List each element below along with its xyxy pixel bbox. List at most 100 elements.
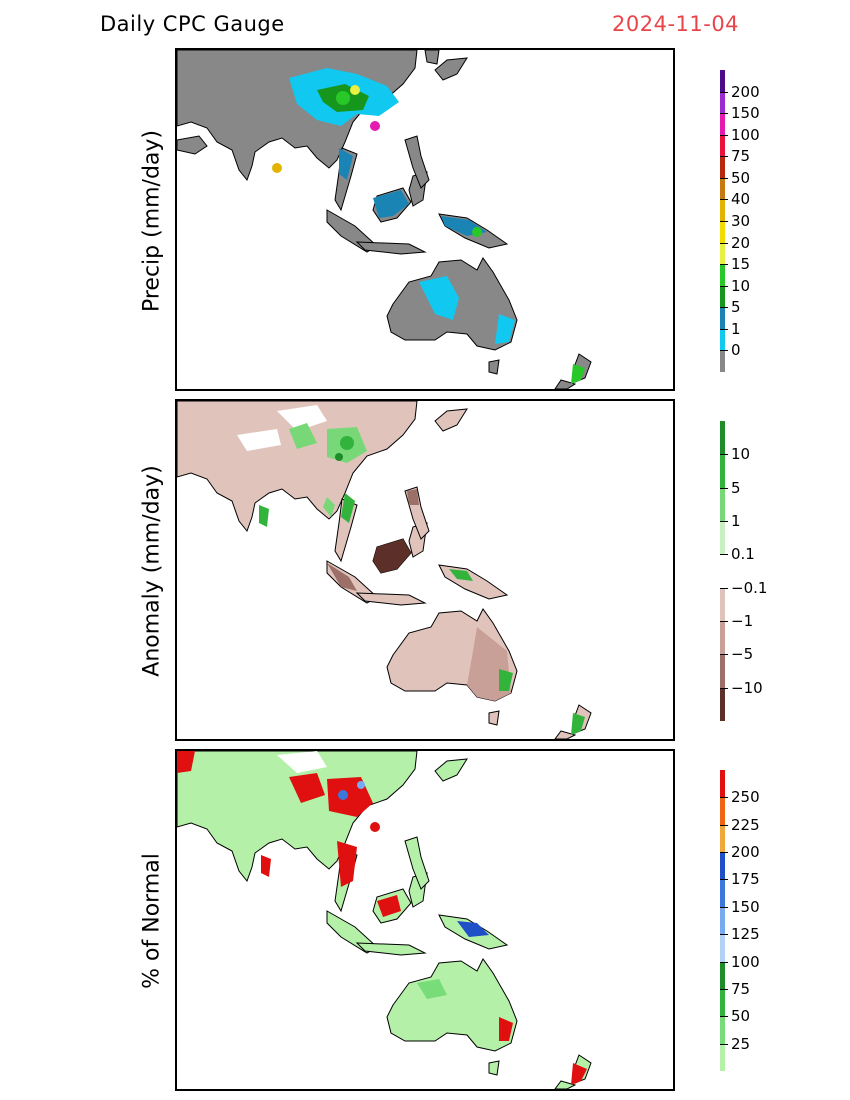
colorbar-segment [720,328,725,351]
colorbar-segment [720,521,725,555]
japan-korea [434,758,468,782]
colorbar-segment [720,242,725,265]
percent-features [177,751,587,1085]
colorbar-segment [720,134,725,157]
colorbar-segment [720,113,725,136]
colorbar-segment [720,934,725,963]
colorbar-segment [720,906,725,935]
colorbar-segment [720,177,725,200]
colorbar-tick-label: 25 [731,1034,751,1053]
colorbar-tick-label: −1 [731,612,754,630]
colorbar-tick-label: −10 [731,678,763,697]
colorbar-tick [720,113,728,115]
japan-korea [434,408,468,432]
colorbar-segment [720,587,725,622]
colorbar-tick-label: 10 [731,276,751,295]
colorbar-tick [720,521,728,522]
colorbar-tick-label: 30 [731,212,751,230]
colorbar-segment [720,797,725,826]
colorbar-segment [720,687,725,722]
colorbar-segment [720,554,725,589]
anomaly-colorbar [720,421,725,722]
asia-landmass [177,751,418,913]
colorbar-tick [720,264,728,266]
colorbar-segment [720,487,725,522]
anomaly-map [175,399,675,741]
colorbar-segment [720,1043,725,1072]
colorbar-tick-label: 75 [731,147,751,166]
colorbar-tick-label: 5 [731,298,741,317]
anomaly-features [237,405,585,735]
colorbar-segment [720,1016,725,1045]
colorbar-tick [720,91,728,93]
precip-features [272,68,585,384]
colorbar-tick-label: 0 [731,341,741,360]
colorbar-segment [720,824,725,853]
colorbar-tick-label: 1 [731,319,741,338]
colorbar-tick [720,350,728,352]
colorbar-tick [720,328,728,330]
percent-colorbar [720,770,725,1072]
precip-map [175,48,675,391]
colorbar-segment [720,621,725,655]
colorbar-tick [720,454,728,456]
colorbar-segment [720,156,725,179]
percent-ylabel: % of Normal [139,853,165,989]
colorbar-tick-label: 150 [731,104,760,123]
colorbar-tick-label: −0.1 [731,578,768,597]
colorbar-tick [720,487,728,489]
colorbar-tick [720,307,728,309]
percent-map [175,749,675,1091]
colorbar-tick [720,934,728,936]
colorbar-tick [720,906,728,908]
colorbar-tick-label: 175 [731,870,760,889]
colorbar-segment [720,654,725,689]
colorbar-tick [720,1043,728,1045]
colorbar-tick-label: 150 [731,897,760,916]
colorbar-segment [720,199,725,222]
colorbar-segment [720,988,725,1017]
asia-landmass [177,50,418,212]
colorbar-tick [720,824,728,826]
colorbar-segment [720,70,725,93]
colorbar-segment [720,454,725,489]
colorbar-tick [720,242,728,244]
colorbar-tick [720,988,728,990]
colorbar-tick [720,199,728,201]
colorbar-tick-label: 1 [731,512,741,530]
colorbar-segment [720,879,725,908]
australia-landmass [386,958,518,1076]
colorbar-tick [720,687,728,689]
colorbar-tick-label: 125 [731,925,760,944]
precip-colorbar [720,70,725,373]
colorbar-segment [720,770,725,798]
chart-title: Daily CPC Gauge [100,12,285,36]
colorbar-tick [720,156,728,158]
date-label: 2024-11-04 [612,12,740,36]
colorbar-tick-label: 200 [731,843,760,862]
colorbar-tick [720,797,728,799]
japan-korea [424,50,468,81]
colorbar-segment [720,852,725,880]
colorbar-tick [720,134,728,136]
colorbar-tick-label: 250 [731,788,760,807]
colorbar-tick-label: 10 [731,445,751,464]
colorbar-tick-label: 15 [731,255,751,274]
colorbar-tick [720,1016,728,1018]
colorbar-tick-label: 100 [731,952,760,971]
colorbar-tick [720,554,728,556]
colorbar-tick-label: −5 [731,645,754,664]
colorbar-tick-label: 225 [731,815,760,834]
colorbar-tick-label: 50 [731,1007,751,1026]
colorbar-tick [720,961,728,963]
colorbar-tick-label: 50 [731,168,751,187]
colorbar-segment [720,285,725,308]
colorbar-tick [720,221,728,222]
colorbar-tick [720,285,728,287]
colorbar-segment [720,91,725,114]
colorbar-tick [720,852,728,854]
colorbar-segment [720,307,725,330]
colorbar-tick [720,621,728,622]
colorbar-segment [720,264,725,287]
colorbar-tick-label: 100 [731,125,760,144]
